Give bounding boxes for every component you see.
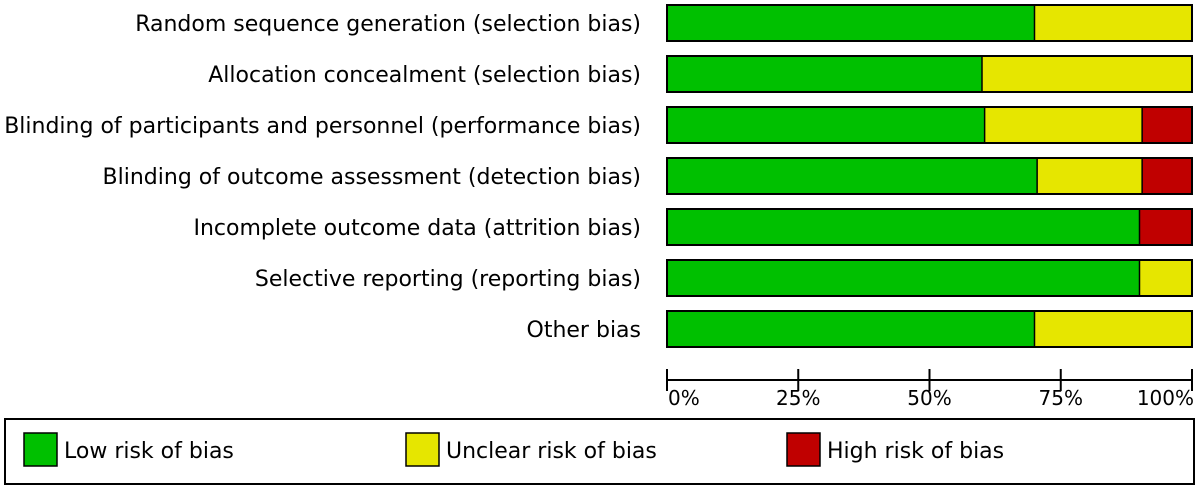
category-label-1: Random sequence generation (selection bi… [135, 12, 641, 37]
bar-6-low-risk-of-bias [667, 260, 1140, 296]
bar-4-low-risk-of-bias [667, 158, 1038, 194]
bar-outline-2 [666, 55, 1193, 93]
legend-label-low-risk-of-bias: Low risk of bias [64, 439, 234, 464]
legend-box [4, 418, 1195, 485]
bar-5-low-risk-of-bias [667, 209, 1140, 245]
bars-group [666, 4, 1193, 348]
bar-outline-1 [666, 4, 1193, 42]
category-labels: Random sequence generation (selection bi… [4, 12, 641, 343]
bar-6-unclear-risk-of-bias [1139, 260, 1192, 296]
category-label-3: Blinding of participants and personnel (… [4, 114, 641, 139]
x-tick-label-2: 25% [776, 386, 820, 410]
bar-5-high-risk-of-bias [1139, 209, 1192, 245]
bar-outline-7 [666, 310, 1193, 348]
category-label-5: Incomplete outcome data (attrition bias) [194, 216, 642, 241]
legend-label-high-risk-of-bias: High risk of bias [827, 439, 1004, 464]
legend: Low risk of bias Unclear risk of bias High… [4, 418, 1195, 485]
legend-swatch-high-risk-of-bias [786, 432, 821, 467]
category-label-4: Blinding of outcome assessment (detectio… [103, 165, 641, 190]
legend-label-unclear-risk-of-bias: Unclear risk of bias [446, 439, 657, 464]
bar-3-unclear-risk-of-bias [984, 107, 1143, 143]
bar-outline-4 [666, 157, 1193, 195]
category-label-7: Other bias [527, 318, 641, 343]
bar-2-low-risk-of-bias [667, 56, 982, 92]
x-tick-label-1: 0% [668, 386, 700, 410]
bar-4-unclear-risk-of-bias [1037, 158, 1143, 194]
category-label-6: Selective reporting (reporting bias) [255, 267, 641, 292]
bar-outline-3 [666, 106, 1193, 144]
bar-7-unclear-risk-of-bias [1034, 311, 1192, 347]
bar-outline-5 [666, 208, 1193, 246]
legend-swatch-low-risk-of-bias [23, 432, 58, 467]
x-tick-label-3: 50% [907, 386, 951, 410]
x-axis: 0% 25% 50% 75% 100% [666, 369, 1194, 410]
bar-1-low-risk-of-bias [667, 5, 1035, 41]
bar-3-high-risk-of-bias [1142, 107, 1192, 143]
x-tick-label-4: 75% [1039, 386, 1083, 410]
bar-2-unclear-risk-of-bias [982, 56, 1192, 92]
legend-swatch-unclear-risk-of-bias [405, 432, 440, 467]
bar-4-high-risk-of-bias [1142, 158, 1192, 194]
bar-3-low-risk-of-bias [667, 107, 985, 143]
bar-1-unclear-risk-of-bias [1034, 5, 1192, 41]
bar-outline-6 [666, 259, 1193, 297]
category-label-2: Allocation concealment (selection bias) [208, 63, 641, 88]
bar-7-low-risk-of-bias [667, 311, 1035, 347]
x-tick-label-5: 100% [1137, 386, 1194, 410]
